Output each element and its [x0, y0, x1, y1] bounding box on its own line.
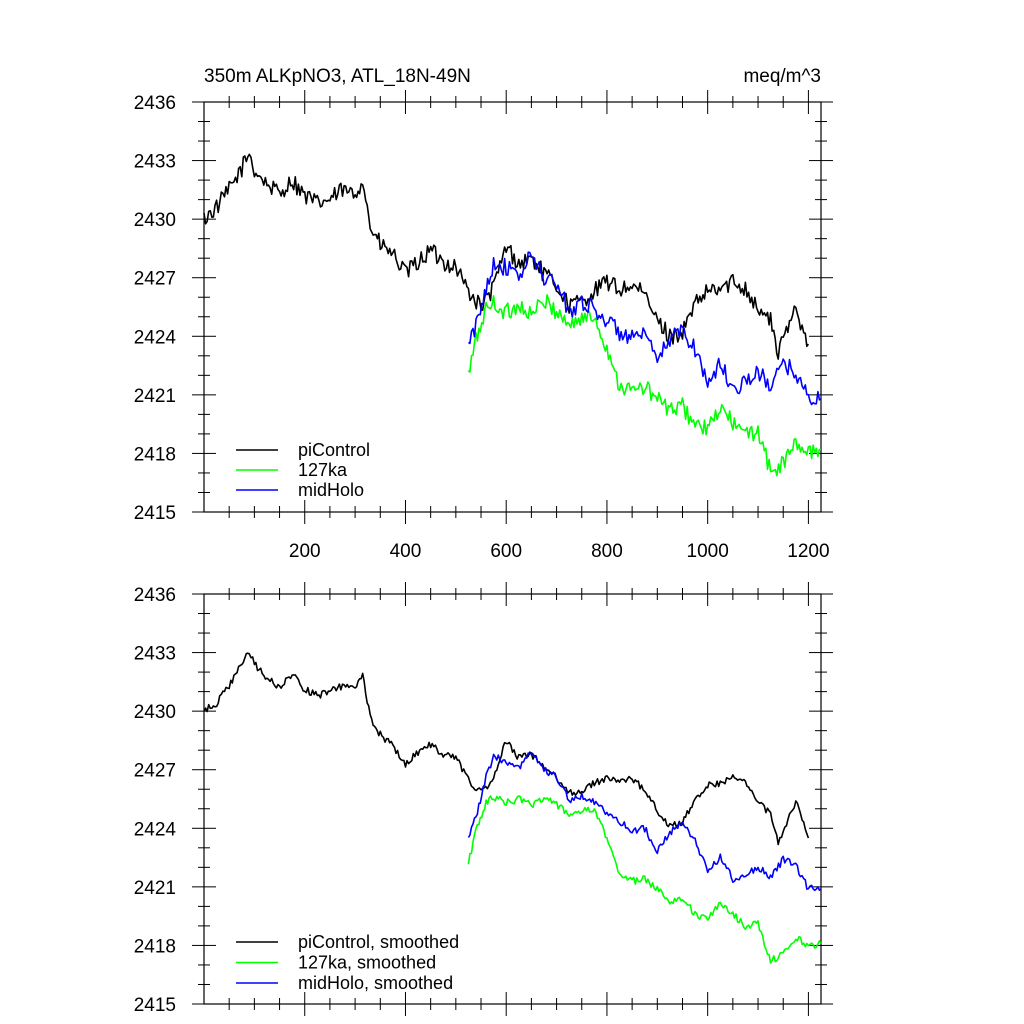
plot-frame — [203, 593, 822, 1005]
y-tick-label: 2424 — [134, 819, 177, 840]
legend-label: piControl — [298, 440, 370, 460]
series-line — [203, 652, 810, 846]
top-panel: 200 400 600 800 1000 1200 2415 2418 2421 2424 2427… — [134, 90, 833, 562]
y-tick-label: 2436 — [134, 585, 176, 606]
bottom-panel: 2415 2418 2421 2424 2427 2430 2433 2436 piContro… — [134, 582, 833, 1016]
y-tick-label: 2433 — [134, 644, 176, 665]
legend-label: piControl, smoothed — [298, 932, 459, 952]
legend-label: 127ka, smoothed — [298, 953, 436, 973]
legend-label: 127ka — [298, 460, 348, 480]
y-tick-label: 2427 — [134, 269, 176, 290]
legend-label: midHolo — [298, 480, 364, 500]
y-tick-label: 2424 — [134, 327, 177, 348]
x-tick-label: 1200 — [787, 541, 829, 562]
legend-label: midHolo, smoothed — [298, 973, 453, 993]
y-tick-label: 2421 — [134, 878, 176, 899]
plot-frame — [203, 101, 822, 513]
series-line — [467, 251, 822, 406]
series-line — [467, 294, 821, 477]
y-tick-label: 2436 — [134, 93, 176, 114]
y-tick-label: 2421 — [134, 386, 176, 407]
series-line — [467, 751, 822, 892]
x-tick-label: 1000 — [687, 541, 729, 562]
y-tick-label: 2430 — [134, 210, 176, 231]
y-tick-label: 2427 — [134, 761, 176, 782]
y-tick-label: 2430 — [134, 702, 176, 723]
x-tick-label: 800 — [591, 541, 623, 562]
series-line — [203, 153, 810, 360]
chart-units: meq/m^3 — [743, 66, 821, 87]
x-tick-label: 600 — [490, 541, 522, 562]
y-tick-label: 2418 — [134, 936, 176, 957]
y-tick-label: 2418 — [134, 444, 176, 465]
y-tick-label: 2415 — [134, 995, 176, 1016]
x-tick-label: 400 — [390, 541, 422, 562]
y-tick-label: 2433 — [134, 152, 176, 173]
series-line — [467, 795, 822, 964]
chart-title: 350m ALKpNO3, ATL_18N-49N — [204, 66, 471, 87]
y-tick-label: 2415 — [134, 503, 176, 524]
x-tick-label: 200 — [289, 541, 321, 562]
